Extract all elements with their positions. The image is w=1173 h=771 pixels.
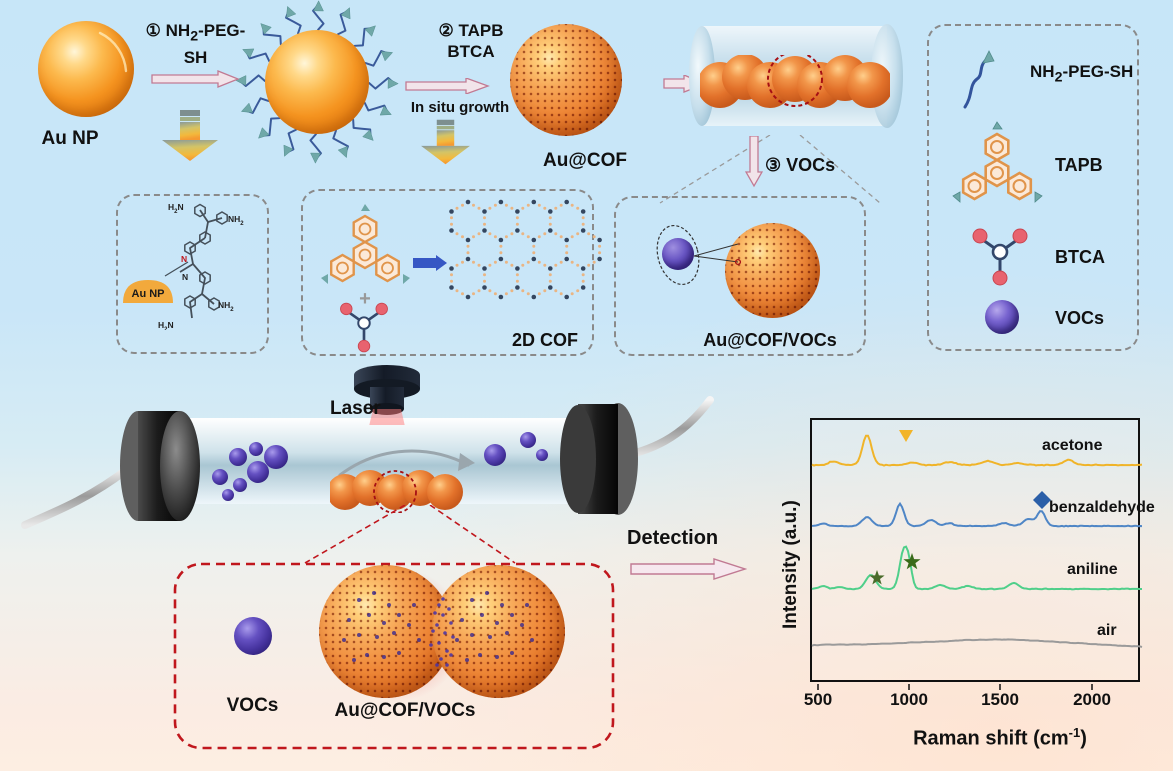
svg-text:acetone: acetone bbox=[1042, 437, 1103, 454]
svg-text:aniline: aniline bbox=[1067, 561, 1118, 578]
svg-text:NH2: NH2 bbox=[228, 214, 244, 227]
svg-text:benzaldehyde: benzaldehyde bbox=[1049, 499, 1155, 516]
svg-text:H2N: H2N bbox=[168, 202, 184, 215]
svg-text:500: 500 bbox=[804, 690, 832, 709]
svg-text:1500: 1500 bbox=[981, 690, 1019, 709]
svg-text:Au NP: Au NP bbox=[132, 288, 165, 300]
svg-text:H2N: H2N bbox=[158, 320, 174, 330]
svg-text:air: air bbox=[1097, 622, 1117, 639]
svg-text:NH2: NH2 bbox=[218, 300, 234, 313]
svg-text:1000: 1000 bbox=[890, 690, 928, 709]
svg-text:N: N bbox=[182, 272, 188, 282]
svg-text:2000: 2000 bbox=[1073, 690, 1111, 709]
